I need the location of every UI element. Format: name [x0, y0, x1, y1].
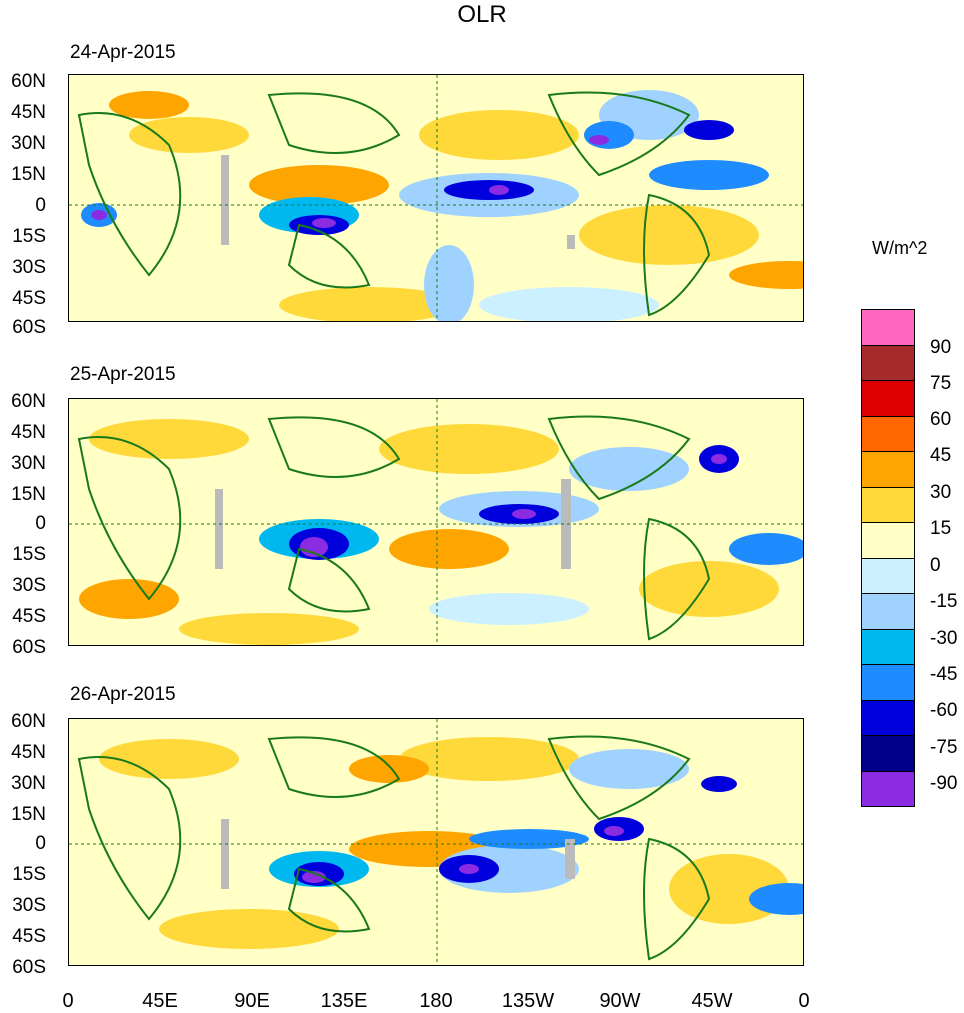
lon-label: 90W [599, 990, 641, 1012]
colorbar-cell [861, 664, 915, 701]
colorbar [861, 309, 915, 807]
colorbar-cell [861, 770, 915, 807]
lat-label: 30N [11, 453, 46, 474]
lat-label: 60S [12, 637, 46, 658]
colorbar-cell [861, 380, 915, 417]
colorbar-label: -75 [930, 737, 958, 758]
colorbar-label: 0 [930, 555, 941, 576]
lon-label: 45W [691, 990, 733, 1012]
olr-field-1 [69, 75, 803, 321]
colorbar-label: -45 [930, 664, 958, 685]
lat-label: 15N [11, 164, 46, 185]
map-title: OLR [457, 1, 507, 28]
lat-label: 0 [35, 195, 46, 216]
lat-label: 60S [12, 957, 46, 978]
colorbar-cell [861, 309, 915, 346]
lat-label: 15S [12, 544, 46, 565]
colorbar-label: 90 [930, 337, 952, 358]
colorbar-cell [861, 628, 915, 665]
lat-label: 0 [35, 513, 46, 534]
olr-map-panel-2 [68, 398, 804, 646]
lat-label: 15N [11, 804, 46, 825]
colorbar-cell [861, 415, 915, 452]
lon-label: 90E [234, 990, 270, 1012]
colorbar-label: -30 [930, 628, 958, 649]
lat-label: 30S [12, 895, 46, 916]
olr-field-3 [69, 719, 803, 965]
colorbar-label: 60 [930, 409, 952, 430]
colorbar-cell [861, 486, 915, 523]
panel-date-3: 26-Apr-2015 [70, 684, 176, 705]
lon-label: 135W [501, 990, 555, 1012]
colorbar-cell [861, 557, 915, 594]
lat-label: 45S [12, 288, 46, 309]
colorbar-cell [861, 451, 915, 488]
colorbar-label: -60 [930, 700, 958, 721]
colorbar-cell [861, 735, 915, 772]
lon-label: 0 [798, 990, 810, 1012]
lat-label: 15N [11, 484, 46, 505]
lat-label: 45N [11, 422, 46, 443]
lat-label: 15S [12, 864, 46, 885]
olr-map-panel-3 [68, 718, 804, 966]
lat-label: 45N [11, 742, 46, 763]
colorbar-label: 45 [930, 445, 952, 466]
lon-label: 45E [142, 990, 178, 1012]
lat-label: 60S [12, 317, 46, 338]
colorbar-cell [861, 344, 915, 381]
lat-label: 45N [11, 102, 46, 123]
lat-label: 15S [12, 226, 46, 247]
lat-label: 60N [11, 391, 46, 412]
colorbar-label: 30 [930, 482, 952, 503]
colorbar-cell [861, 522, 915, 559]
colorbar-cell [861, 699, 915, 736]
lat-label: 30N [11, 773, 46, 794]
lat-label: 30N [11, 133, 46, 154]
lat-label: 45S [12, 926, 46, 947]
olr-field-2 [69, 399, 803, 645]
lon-label: 135E [320, 990, 368, 1012]
colorbar-label: -15 [930, 591, 958, 612]
lon-label: 180 [419, 990, 453, 1012]
colorbar-label: 15 [930, 518, 952, 539]
lon-label: 0 [62, 990, 74, 1012]
colorbar-label: -90 [930, 773, 958, 794]
lat-label: 0 [35, 833, 46, 854]
panel-date-1: 24-Apr-2015 [70, 42, 176, 63]
panel-date-2: 25-Apr-2015 [70, 364, 176, 385]
colorbar-label: 75 [930, 373, 952, 394]
lat-label: 30S [12, 257, 46, 278]
lat-label: 30S [12, 575, 46, 596]
olr-map-panel-1 [68, 74, 804, 322]
colorbar-unit: W/m^2 [872, 238, 928, 258]
lat-label: 60N [11, 71, 46, 92]
colorbar-cell [861, 593, 915, 630]
lat-label: 60N [11, 711, 46, 732]
lat-label: 45S [12, 606, 46, 627]
